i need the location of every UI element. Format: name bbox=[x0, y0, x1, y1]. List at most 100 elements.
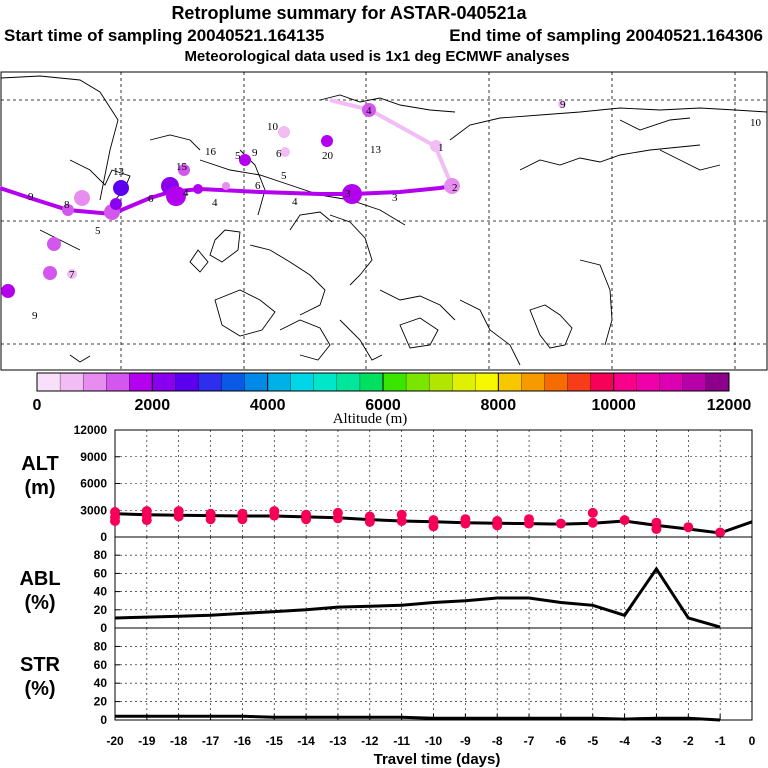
plume-label: 6 bbox=[276, 148, 282, 160]
y-tick-label: 0 bbox=[100, 621, 107, 635]
plume-label: 1 bbox=[438, 142, 444, 154]
x-tick-label: -11 bbox=[393, 734, 410, 748]
x-axis-label: Travel time (days) bbox=[374, 751, 501, 768]
x-tick-label: -2 bbox=[683, 734, 694, 748]
colorbar-tick-label: 6000 bbox=[365, 397, 401, 414]
plume-cluster-dot bbox=[166, 186, 186, 206]
x-tick-label: -1 bbox=[715, 734, 726, 748]
colorbar-tick-label: 2000 bbox=[135, 397, 171, 414]
colorbar-cell bbox=[82, 372, 107, 392]
y-tick-label: 6000 bbox=[80, 477, 107, 491]
panel-unit: (%) bbox=[24, 678, 55, 700]
plume-cluster-dot bbox=[62, 204, 74, 216]
plume-label: 9 bbox=[32, 310, 38, 322]
colorbar-cell bbox=[590, 372, 615, 392]
x-tick-label: -6 bbox=[556, 734, 567, 748]
panel-str: 80 60 40 20 0 STR(%) bbox=[20, 627, 753, 727]
colorbar-cell bbox=[290, 372, 315, 392]
y-tick-label: 0 bbox=[100, 713, 107, 727]
plume-label: 8 bbox=[64, 199, 70, 211]
colorbar-tick-label: 12000 bbox=[707, 397, 752, 414]
x-tick-label: -12 bbox=[361, 734, 379, 748]
altitude-cluster-point bbox=[428, 521, 439, 532]
plume-label: 15 bbox=[176, 161, 188, 173]
plume-label: 5 bbox=[95, 225, 101, 237]
plume-label: 3 bbox=[345, 188, 351, 200]
plume-label: 9 bbox=[28, 191, 34, 203]
x-tick-label: -17 bbox=[202, 734, 220, 748]
start-time-line: Start time of sampling 20040521.164135 bbox=[4, 26, 324, 45]
altitude-cluster-point bbox=[141, 515, 152, 526]
y-tick-label: 60 bbox=[94, 566, 108, 580]
y-tick-label: 20 bbox=[94, 695, 108, 709]
altitude-cluster-point bbox=[237, 514, 248, 525]
x-tick-label: -16 bbox=[234, 734, 252, 748]
altitude-cluster-point bbox=[364, 516, 375, 527]
x-tick-label: -18 bbox=[170, 734, 188, 748]
colorbar-cell bbox=[313, 372, 338, 392]
colorbar-cell bbox=[544, 372, 568, 392]
plume-cluster-dot bbox=[43, 266, 57, 280]
colorbar-cell bbox=[659, 372, 684, 392]
colorbar-cell bbox=[267, 372, 292, 392]
plume-cluster-dot bbox=[110, 198, 122, 210]
x-tick-label: -5 bbox=[587, 734, 598, 748]
altitude-cluster-point bbox=[269, 510, 280, 521]
x-tick-label: -9 bbox=[460, 734, 471, 748]
panel-label: ABL bbox=[19, 568, 60, 590]
x-axis: -20 -19 -18 -17 -16 -15 -14 -13 -12 -11 -10 -9 -8 -7-… bbox=[106, 714, 756, 768]
y-tick-label: 60 bbox=[94, 658, 108, 672]
y-tick-label: 3000 bbox=[80, 503, 107, 517]
colorbar-cell bbox=[613, 372, 638, 392]
x-tick-label: -20 bbox=[106, 734, 124, 748]
altitude-cluster-point bbox=[205, 514, 216, 525]
y-tick-label: 20 bbox=[94, 603, 108, 617]
y-tick-label: 80 bbox=[94, 548, 108, 562]
plume-cluster-dot bbox=[67, 269, 77, 279]
plume-cluster-dot bbox=[342, 184, 362, 204]
colorbar-cell bbox=[521, 372, 545, 392]
colorbar-tick-label: 0 bbox=[33, 397, 42, 414]
plume-label: 4 bbox=[183, 187, 189, 199]
panel-unit: (%) bbox=[24, 592, 55, 614]
panel-unit: (m) bbox=[24, 477, 55, 499]
map-grid bbox=[1, 72, 767, 370]
plume-label: 4 bbox=[212, 197, 218, 209]
y-tick-label: 80 bbox=[94, 639, 108, 653]
colorbar-cell bbox=[452, 372, 476, 392]
x-tick-label: -14 bbox=[297, 734, 315, 748]
plume-cluster-dot bbox=[321, 135, 333, 147]
altitude-cluster-point bbox=[110, 516, 120, 526]
colorbar-cell bbox=[636, 372, 661, 392]
plume-cluster-dot bbox=[444, 178, 460, 194]
met-data-line: Meteorological data used is 1x1 deg ECMW… bbox=[184, 48, 569, 65]
colorbar-cell bbox=[36, 372, 61, 392]
plume-cluster-dot bbox=[1, 284, 15, 298]
colorbar-cell bbox=[705, 372, 730, 392]
plume-label: 13 bbox=[113, 166, 125, 178]
panel-label: ALT bbox=[21, 453, 58, 475]
plume-label: 4 bbox=[292, 196, 298, 208]
colorbar-cell bbox=[106, 372, 130, 392]
altitude-cluster-point bbox=[173, 511, 184, 522]
colorbar-cell bbox=[475, 372, 499, 392]
colorbar-ticks: 0 2000 4000 6000 8000 10000 12000 bbox=[33, 373, 752, 414]
altitude-cluster-point bbox=[683, 522, 694, 533]
x-tick-label: -7 bbox=[524, 734, 535, 748]
altitude-cluster-point bbox=[492, 520, 503, 531]
colorbar-cell bbox=[498, 372, 522, 392]
plume-cluster-dot bbox=[430, 140, 442, 152]
altitude-cluster-point bbox=[555, 518, 566, 529]
x-tick-label: -8 bbox=[492, 734, 503, 748]
colorbar-cell bbox=[405, 372, 430, 392]
plume-label: 7 bbox=[69, 269, 75, 281]
x-tick-label: -3 bbox=[651, 734, 662, 748]
colorbar: 0 2000 4000 6000 8000 10000 12000 Altitude (m) bbox=[33, 372, 752, 427]
colorbar-tick-label: 10000 bbox=[591, 397, 636, 414]
plume-label: 2 bbox=[452, 182, 458, 194]
plume-label: 10 bbox=[267, 121, 279, 133]
y-tick-label: 40 bbox=[94, 585, 108, 599]
plume-cluster-dot bbox=[193, 184, 203, 194]
x-tick-label: -10 bbox=[425, 734, 443, 748]
